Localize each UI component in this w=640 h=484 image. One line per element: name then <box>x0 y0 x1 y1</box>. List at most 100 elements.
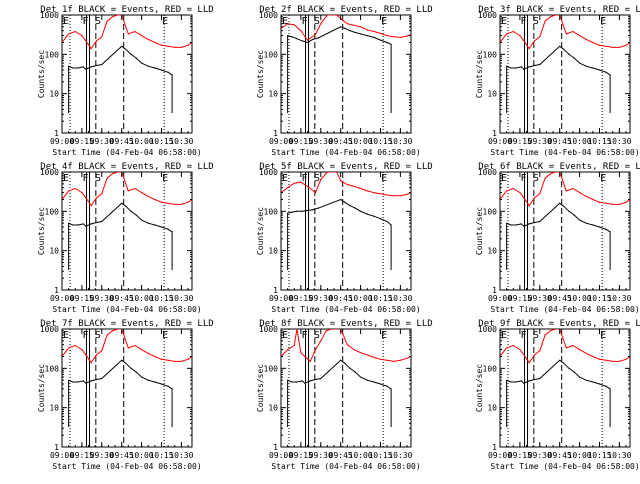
plot-data-area <box>281 329 411 447</box>
lld-data-point <box>506 33 508 35</box>
events-data-point <box>354 371 356 373</box>
y-tick-label: 1000 <box>478 325 497 334</box>
x-tick-label: 09:30 <box>309 137 333 146</box>
lld-data-point <box>95 197 98 199</box>
x-tick-label: 09:45 <box>329 451 353 460</box>
lld-data-point <box>578 191 581 194</box>
lld-data-point <box>625 44 627 46</box>
e-marker-label: E <box>501 330 507 341</box>
e-marker-label: E <box>63 330 69 341</box>
y-tick-label: 1000 <box>259 11 278 20</box>
x-tick-label: 09:15 <box>289 294 313 303</box>
x-tick-label: 10:00 <box>349 451 373 460</box>
lld-data-point <box>386 34 388 37</box>
x-axis-label: Start Time (04-Feb-04 06:58:00) <box>52 148 201 157</box>
lld-data-point <box>147 352 149 354</box>
events-data-point <box>160 226 163 228</box>
lld-data-point <box>528 204 530 207</box>
x-tick-label: 09:30 <box>90 451 114 460</box>
events-data-point <box>317 37 319 39</box>
s-marker-label: S <box>314 16 320 27</box>
lld-data-point <box>330 329 333 330</box>
events-data-point <box>349 204 351 207</box>
lld-data-point <box>625 358 627 360</box>
e-marker-label: E <box>63 173 69 184</box>
events-series-line <box>506 202 611 233</box>
lld-data-point <box>592 355 594 358</box>
events-data-point <box>563 48 565 50</box>
lld-data-point <box>379 32 382 35</box>
lld-data-point <box>379 193 382 195</box>
plot-frame <box>61 14 193 134</box>
lld-data-point <box>117 172 119 173</box>
events-data-point <box>291 36 293 38</box>
y-tick-label: 1000 <box>259 168 278 177</box>
lld-data-point <box>287 348 289 351</box>
events-series-line <box>68 202 173 233</box>
lld-data-point <box>336 15 338 16</box>
lld-data-point <box>300 181 302 183</box>
lld-data-point <box>399 195 401 197</box>
events-data-point <box>539 63 541 66</box>
events-data-point <box>354 31 356 34</box>
x-tick-label: 09:30 <box>309 451 333 460</box>
events-data-point <box>140 219 143 221</box>
s-marker-label: S <box>95 16 101 27</box>
lld-data-point <box>406 35 408 37</box>
lld-data-point <box>598 201 601 203</box>
y-tick-label: 10 <box>49 90 59 99</box>
lld-data-point <box>81 348 83 351</box>
events-data-point <box>344 27 346 29</box>
lld-data-point <box>519 348 521 351</box>
plot-data-area <box>500 329 630 447</box>
lld-series-line <box>281 172 411 197</box>
events-data-point <box>386 385 388 387</box>
lld-data-point <box>523 197 525 199</box>
lld-data-point <box>366 354 368 356</box>
lld-series-line <box>500 172 630 207</box>
events-data-point <box>125 362 127 364</box>
events-data-point <box>605 228 607 230</box>
lld-data-point <box>101 350 103 352</box>
events-data-point <box>296 381 298 383</box>
x-tick-label: 09:15 <box>70 451 94 460</box>
lld-data-point <box>506 347 508 349</box>
lld-data-point <box>187 44 189 46</box>
f-marker-label: F <box>302 16 308 27</box>
events-data-point <box>121 202 123 204</box>
s-marker-label: S <box>95 330 101 341</box>
y-tick-label: 1 <box>273 129 278 138</box>
lld-data-point <box>605 202 607 204</box>
plot-frame <box>280 14 412 134</box>
lld-data-point <box>625 201 627 203</box>
events-data-point <box>314 378 317 381</box>
y-tick-label: 1 <box>492 286 497 295</box>
lld-data-point <box>117 15 119 16</box>
events-data-point <box>85 225 87 227</box>
x-tick-label: 10:00 <box>568 294 592 303</box>
x-tick-label: 10:00 <box>568 451 592 460</box>
x-axis-label: Start Time (04-Feb-04 06:58:00) <box>52 305 201 314</box>
plot-frame <box>280 328 412 448</box>
lld-data-point <box>366 190 368 192</box>
lld-data-point <box>346 344 348 346</box>
s-marker-label: S <box>533 330 539 341</box>
lld-data-point <box>379 358 382 360</box>
lld-data-point <box>293 24 295 26</box>
events-data-point <box>559 45 561 47</box>
lld-data-point <box>533 354 536 356</box>
events-data-point <box>592 224 594 226</box>
lld-data-point <box>117 329 119 330</box>
events-data-point <box>386 41 388 44</box>
y-tick-label: 100 <box>45 364 60 373</box>
lld-series-line <box>281 15 411 41</box>
e-marker-label: E <box>501 16 507 27</box>
events-data-point <box>373 381 375 383</box>
lld-data-point <box>539 36 541 38</box>
lld-data-point <box>325 330 327 332</box>
x-axis-label: Start Time (04-Feb-04 06:58:00) <box>490 462 639 471</box>
events-data-point <box>349 367 351 369</box>
x-tick-label: 09:45 <box>548 137 572 146</box>
lld-data-point <box>605 359 607 361</box>
panel-title: Det 2f BLACK = Events, RED = LLD <box>259 5 432 15</box>
